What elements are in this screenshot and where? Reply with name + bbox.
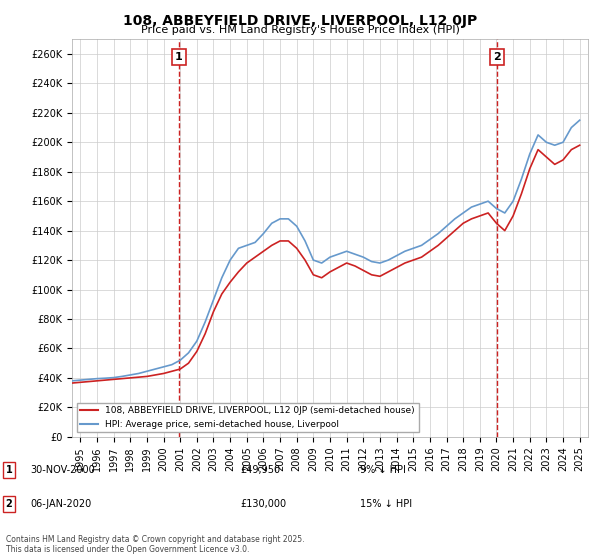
Text: 108, ABBEYFIELD DRIVE, LIVERPOOL, L12 0JP: 108, ABBEYFIELD DRIVE, LIVERPOOL, L12 0J…: [123, 14, 477, 28]
Text: 9% ↓ HPI: 9% ↓ HPI: [360, 465, 406, 475]
Text: 1: 1: [5, 465, 13, 475]
Text: Price paid vs. HM Land Registry's House Price Index (HPI): Price paid vs. HM Land Registry's House …: [140, 25, 460, 35]
Text: 2: 2: [5, 499, 13, 509]
Text: Contains HM Land Registry data © Crown copyright and database right 2025.
This d: Contains HM Land Registry data © Crown c…: [6, 535, 305, 554]
Text: £130,000: £130,000: [240, 499, 286, 509]
Text: 06-JAN-2020: 06-JAN-2020: [30, 499, 91, 509]
Legend: 108, ABBEYFIELD DRIVE, LIVERPOOL, L12 0JP (semi-detached house), HPI: Average pr: 108, ABBEYFIELD DRIVE, LIVERPOOL, L12 0J…: [77, 403, 419, 432]
Text: 15% ↓ HPI: 15% ↓ HPI: [360, 499, 412, 509]
Text: 2: 2: [493, 52, 500, 62]
Text: 30-NOV-2000: 30-NOV-2000: [30, 465, 95, 475]
Text: £49,950: £49,950: [240, 465, 280, 475]
Text: 1: 1: [175, 52, 183, 62]
